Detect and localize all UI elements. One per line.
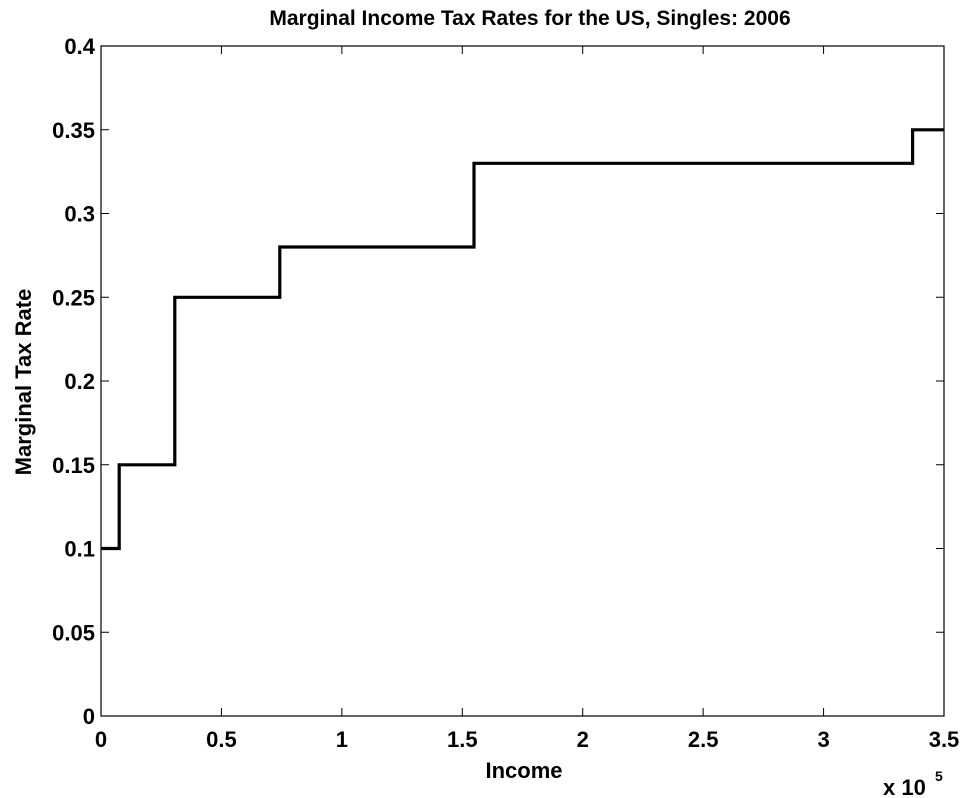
x-axis-multiplier-exponent: 5 — [935, 768, 943, 784]
y-tick-label: 0.2 — [64, 369, 95, 394]
x-axis-multiplier-base: x 10 — [883, 775, 926, 798]
x-tick-label: 3.5 — [929, 727, 960, 752]
x-tick-label: 2 — [577, 727, 589, 752]
x-axis: 0 0.5 1 1.5 2 2.5 3 3.5 — [95, 46, 959, 752]
x-tick-label: 0.5 — [206, 727, 237, 752]
y-tick-label: 0.05 — [52, 620, 95, 645]
y-tick-label: 0 — [83, 704, 95, 729]
chart-title: Marginal Income Tax Rates for the US, Si… — [269, 7, 790, 30]
x-tick-label: 1.5 — [447, 727, 478, 752]
x-tick-label: 1 — [336, 727, 348, 752]
y-tick-label: 0.3 — [64, 202, 95, 227]
plot-frame — [100, 45, 945, 717]
x-tick-label: 2.5 — [688, 727, 719, 752]
x-tick-label: 3 — [817, 727, 829, 752]
series-line — [101, 128, 944, 551]
y-tick-label: 0.1 — [64, 537, 95, 562]
plot-area — [100, 45, 945, 717]
y-tick-label: 0.25 — [52, 285, 95, 310]
y-tick-label: 0.15 — [52, 453, 95, 478]
y-tick-label: 0.4 — [64, 34, 95, 59]
y-axis: 0 0.05 0.1 0.15 0.2 0.25 0.3 0.35 0.4 — [52, 34, 944, 729]
y-axis-label: Marginal Tax Rate — [11, 289, 36, 476]
x-tick-label: 0 — [95, 727, 107, 752]
x-axis-label: Income — [485, 758, 562, 783]
x-axis-multiplier: x 10 5 — [883, 768, 943, 798]
y-tick-label: 0.35 — [52, 118, 95, 143]
